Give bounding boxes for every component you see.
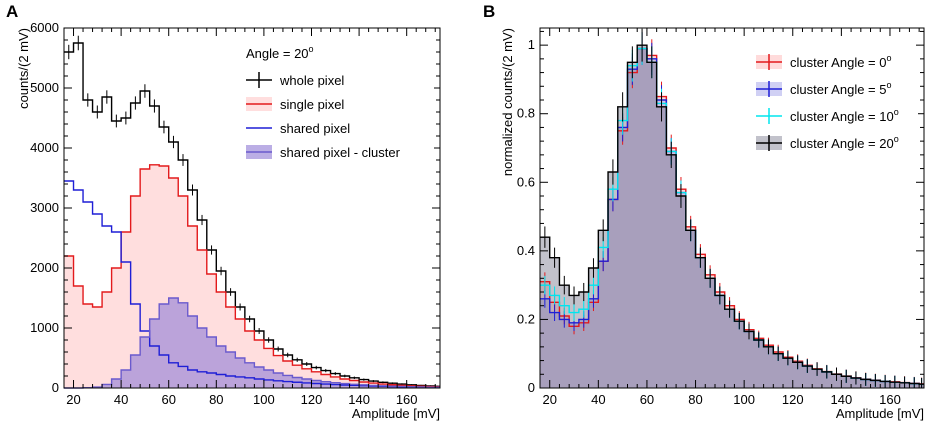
legend-label-sup: o	[886, 80, 891, 90]
panel-label-b: B	[483, 2, 495, 21]
legend-label-sup: o	[886, 53, 891, 63]
x-axis-label: Amplitude [mV]	[352, 406, 440, 421]
x-tick-label: 120	[301, 392, 323, 407]
legend-label-2: cluster Angle = 10o	[790, 107, 899, 124]
legend-header: Angle = 20o	[246, 44, 314, 61]
chart-a: 20 40 60 80 100 120 140 160 0 1000 2000 3000 4000 500…	[16, 20, 441, 421]
legend-label-0: whole pixel	[279, 73, 344, 88]
y-tick-label: 4000	[30, 140, 59, 155]
x-tick-label: 20	[542, 392, 556, 407]
legend-label-3: shared pixel - cluster	[280, 145, 401, 160]
legend-label-sup: o	[894, 107, 899, 117]
x-tick-label: 80	[209, 392, 223, 407]
y-tick-label: 3000	[30, 200, 59, 215]
x-tick-label: 80	[688, 392, 702, 407]
y-tick-label: 0.8	[517, 106, 535, 121]
y-tick-label: 1000	[30, 320, 59, 335]
series-line-3	[540, 44, 924, 385]
y-tick-label: 5000	[30, 80, 59, 95]
x-tick-label: 160	[879, 392, 901, 407]
y-tick-label: 2000	[30, 260, 59, 275]
x-tick-label: 140	[831, 392, 853, 407]
x-tick-label: 160	[396, 392, 418, 407]
legend-label-0: cluster Angle = 0o	[790, 53, 892, 70]
y-tick-label: 0	[528, 380, 535, 395]
plot-frame	[539, 27, 925, 389]
legend: cluster Angle = 0o cluster Angle = 5o clus…	[748, 48, 918, 166]
x-tick-label: 60	[161, 392, 175, 407]
series-fill-1	[540, 48, 924, 388]
y-axis-label: counts/(2 mV)	[16, 28, 31, 109]
panel-label-a: A	[6, 2, 18, 21]
legend: Angle = 20o whole pixel single pixel shared…	[238, 42, 434, 162]
y-tick-label: 0.6	[517, 174, 535, 189]
series-line-0	[64, 42, 440, 388]
y-tick-label: 1	[528, 37, 535, 52]
x-tick-label: 60	[640, 392, 654, 407]
series-fill-3	[540, 45, 924, 389]
x-tick-label: 100	[733, 392, 755, 407]
x-tick-label: 40	[591, 392, 605, 407]
y-tick-label: 6000	[30, 20, 59, 35]
legend-label-1: single pixel	[280, 97, 344, 112]
x-tick-label: 140	[348, 392, 370, 407]
y-axis-label: normalized counts/(2 mV)	[500, 28, 515, 176]
chart-b: 20 40 60 80 100 120 140 160 0 0.2 0.4 0.6 0.8 1 Amplit…	[500, 27, 925, 421]
x-tick-label: 100	[253, 392, 275, 407]
x-axis-label: Amplitude [mV]	[836, 406, 924, 421]
x-tick-label: 20	[66, 392, 80, 407]
legend-label-sup: o	[894, 134, 899, 144]
x-tick-label: 120	[782, 392, 804, 407]
legend-header-sup: o	[309, 44, 314, 54]
y-tick-label: 0.2	[517, 311, 535, 326]
series-line-1	[64, 164, 440, 388]
series-fill-1	[64, 164, 440, 388]
y-tick-label: 0	[52, 380, 59, 395]
legend-label-1: cluster Angle = 5o	[790, 80, 892, 97]
y-tick-label: 0.4	[517, 243, 535, 258]
legend-label-2: shared pixel	[280, 121, 350, 136]
legend-label-3: cluster Angle = 20o	[790, 134, 899, 151]
series-fill-3	[64, 298, 440, 388]
x-tick-label: 40	[114, 392, 128, 407]
